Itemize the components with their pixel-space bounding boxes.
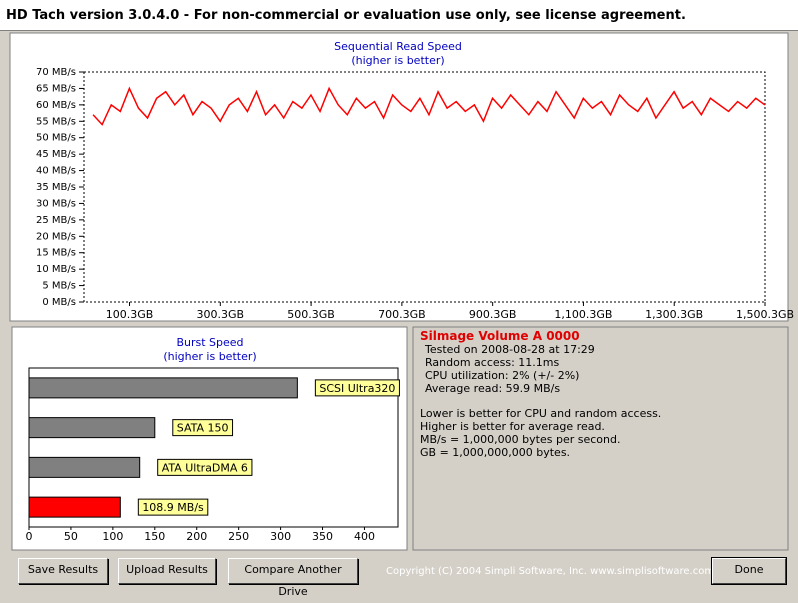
- detail-line: Average read: 59.9 MB/s: [425, 382, 561, 395]
- y-tick-label: 10 MB/s: [36, 264, 76, 275]
- x-tick-label: 350: [312, 530, 333, 543]
- spacer: [420, 395, 661, 407]
- x-tick-label: 150: [144, 530, 165, 543]
- x-tick-label: 400: [354, 530, 375, 543]
- x-tick-label: 700.3GB: [378, 308, 426, 321]
- x-tick-label: 100.3GB: [106, 308, 154, 321]
- plot-area: [28, 367, 399, 528]
- x-tick-label: 100: [102, 530, 123, 543]
- x-tick-label: 0: [26, 530, 33, 543]
- y-tick-label: 20 MB/s: [36, 231, 76, 242]
- y-tick-label: 40 MB/s: [36, 166, 76, 177]
- detail-line: Random access: 11.1ms: [425, 356, 560, 369]
- label-box: [314, 379, 400, 397]
- y-tick-label: 0 MB/s: [42, 297, 76, 308]
- details: Tested on 2008-08-28 at 17:29 Random acce…: [420, 343, 661, 395]
- y-tick-label: 65 MB/s: [36, 83, 76, 94]
- note-line: MB/s = 1,000,000 bytes per second.: [420, 433, 621, 446]
- x-tick-label: 200: [186, 530, 207, 543]
- bar: [28, 377, 298, 399]
- title-bar: HD Tach version 3.0.4.0 - For non-commer…: [0, 0, 798, 31]
- y-tick-label: 30 MB/s: [36, 198, 76, 209]
- plot-area: [83, 71, 766, 303]
- chart-title: Burst Speed: [176, 336, 243, 349]
- y-tick-label: 50 MB/s: [36, 133, 76, 144]
- y-tick-label: 55 MB/s: [36, 116, 76, 127]
- y-tick-label: 60 MB/s: [36, 100, 76, 111]
- x-tick-label: 1,300.3GB: [645, 308, 703, 321]
- value-label: 108.9 MB/s: [142, 501, 204, 514]
- copyright: Copyright (C) 2004 Simpli Software, Inc.…: [386, 566, 715, 577]
- note-line: Lower is better for CPU and random acces…: [420, 407, 662, 420]
- bar: [28, 417, 156, 439]
- bar: [28, 496, 121, 518]
- x-tick-label: 1,100.3GB: [554, 308, 612, 321]
- x-tick-label: 300.3GB: [197, 308, 245, 321]
- bar: [28, 456, 141, 478]
- note-line: GB = 1,000,000,000 bytes.: [420, 446, 571, 459]
- label-box: [172, 419, 234, 437]
- x-tick-label: 900.3GB: [469, 308, 517, 321]
- button[interactable]: Compare Another Drive: [228, 558, 358, 598]
- notes: Lower is better for CPU and random acces…: [420, 407, 661, 459]
- x-tick-label: 500.3GB: [287, 308, 335, 321]
- button[interactable]: Done: [711, 557, 787, 585]
- panel: [9, 32, 789, 322]
- category-label: SCSI Ultra320: [319, 382, 395, 395]
- info-panel: Silmage Volume A 0000 Tested on 2008-08-…: [420, 329, 661, 460]
- label-box: [137, 498, 209, 516]
- category-label: SATA 150: [177, 422, 229, 435]
- detail-line: Tested on 2008-08-28 at 17:29: [425, 343, 595, 356]
- y-tick-label: 5 MB/s: [42, 281, 76, 292]
- info-title: Silmage Volume A 0000: [420, 329, 580, 343]
- category-label: ATA UltraDMA 6: [162, 461, 248, 474]
- y-tick-label: 15 MB/s: [36, 248, 76, 259]
- button[interactable]: Upload Results: [118, 558, 216, 584]
- x-tick-label: 1,500.3GB: [736, 308, 794, 321]
- chart: Sequential Read Speed(higher is better)0…: [9, 32, 794, 551]
- detail-line: CPU utilization: 2% (+/- 2%): [425, 369, 580, 382]
- x-tick-label: 300: [270, 530, 291, 543]
- window-title: HD Tach version 3.0.4.0 - For non-commer…: [6, 8, 686, 23]
- note-line: Higher is better for average read.: [420, 420, 605, 433]
- button[interactable]: Save Results: [18, 558, 108, 584]
- y-tick-label: 45 MB/s: [36, 149, 76, 160]
- y-tick-label: 70 MB/s: [36, 67, 76, 78]
- y-tick-label: 25 MB/s: [36, 215, 76, 226]
- x-tick-label: 50: [64, 530, 78, 543]
- label-box: [157, 458, 253, 476]
- chart-subtitle: (higher is better): [351, 54, 444, 67]
- panel: [412, 326, 789, 551]
- chart-title: Sequential Read Speed: [334, 40, 462, 53]
- x-tick-label: 250: [228, 530, 249, 543]
- chart-subtitle: (higher is better): [163, 350, 256, 363]
- y-tick-label: 35 MB/s: [36, 182, 76, 193]
- line-series: [92, 86, 766, 126]
